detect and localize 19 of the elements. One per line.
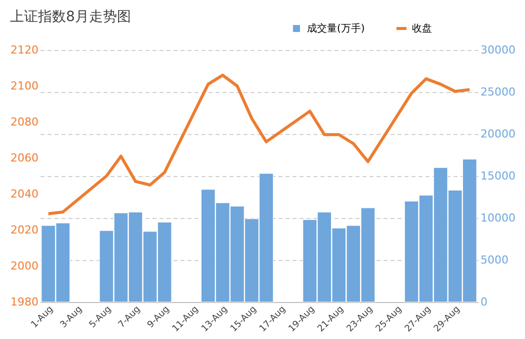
y-tick-label: 2120	[10, 44, 38, 56]
y2-tick-label: 25000	[480, 86, 516, 98]
line-series	[46, 74, 472, 216]
y2-tick-label: 15000	[480, 170, 516, 182]
y2-tick-label: 5000	[480, 254, 508, 266]
y-tick-label: 2080	[10, 116, 38, 128]
y2-tick-label: 0	[480, 296, 488, 308]
y-tick-label: 2100	[10, 80, 38, 92]
y-tick-label: 2020	[10, 224, 38, 236]
chart-title: 上证指数8月走势图	[10, 9, 131, 25]
y2-tick-label: 20000	[480, 128, 516, 140]
y-tick-label: 2000	[10, 260, 38, 272]
legend-label: 收盘	[412, 22, 432, 34]
y2-tick-label: 10000	[480, 212, 516, 224]
legend-label: 成交量(万手)	[307, 22, 365, 34]
y-tick-label: 2060	[10, 152, 38, 164]
y2-tick-label: 30000	[480, 44, 516, 56]
y-tick-label: 1980	[10, 296, 38, 308]
y-tick-label: 2040	[10, 188, 38, 200]
